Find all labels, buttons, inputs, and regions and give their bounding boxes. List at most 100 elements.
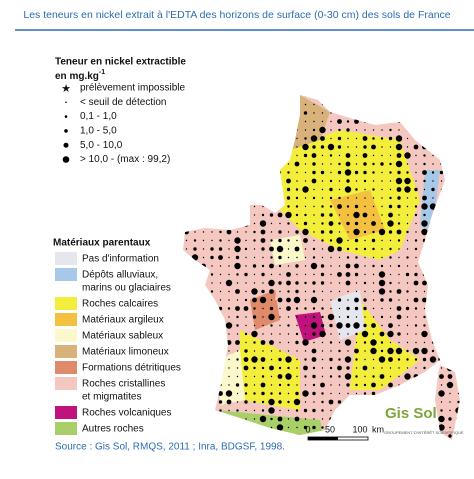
sample-dot — [330, 163, 332, 165]
sample-dot — [285, 211, 292, 219]
sample-dot — [245, 282, 247, 284]
sample-dot — [440, 401, 443, 403]
sample-dot — [432, 163, 434, 165]
sample-dot — [432, 146, 434, 148]
sample-dot — [330, 256, 332, 259]
sample-dot — [328, 399, 334, 405]
sample-dot — [456, 348, 460, 354]
sample-dot — [210, 408, 214, 413]
sample-dot — [185, 366, 188, 370]
sample-dot — [362, 416, 368, 422]
sample-dot — [346, 425, 350, 430]
materials-legend: Pas d'information Dépôts alluviaux, marins… — [55, 252, 181, 435]
sample-dot — [262, 333, 264, 335]
sample-dot — [262, 205, 264, 208]
sample-dot — [456, 230, 460, 234]
sample-dot — [194, 231, 196, 233]
sample-dot — [253, 145, 256, 149]
sample-dot — [440, 239, 443, 242]
sample-dot — [363, 230, 367, 234]
sample-dot — [211, 299, 213, 301]
sample-dot — [184, 272, 189, 277]
sample-dot — [457, 128, 460, 132]
sample-dot — [244, 383, 248, 387]
sample-dot — [242, 95, 250, 100]
sample-dot — [219, 95, 222, 97]
sample-dot — [218, 145, 223, 149]
sample-dot — [440, 307, 443, 310]
sample-dot — [449, 324, 451, 327]
sample-dot — [304, 324, 307, 327]
sample-dot — [270, 358, 273, 361]
sample-dot — [269, 306, 274, 311]
sample-dot — [380, 298, 384, 302]
sample-dot — [389, 95, 392, 98]
sample-dot — [210, 247, 214, 251]
sample-dot — [406, 222, 409, 225]
sample-dot — [193, 341, 197, 344]
sample-dot — [211, 367, 213, 369]
sample-dot — [344, 186, 352, 193]
sample-dot — [414, 187, 418, 192]
sample-dot — [218, 391, 223, 396]
sample-dot — [388, 119, 393, 124]
sample-dot — [389, 281, 392, 285]
sample-dot — [381, 146, 383, 148]
sample-dot — [227, 188, 231, 191]
sample-dot — [209, 127, 215, 133]
sample-dot — [371, 221, 376, 226]
sample-dot — [177, 197, 178, 198]
sample-dot — [236, 146, 239, 148]
sample-dot — [252, 170, 257, 175]
sample-dot — [294, 416, 300, 422]
sample-dot — [211, 341, 213, 344]
sample-dot — [355, 290, 358, 293]
sample-dot — [236, 324, 239, 327]
sample-dot — [312, 383, 316, 387]
sample-dot — [448, 281, 452, 285]
sample-dot — [355, 111, 358, 115]
sample-dot — [296, 273, 298, 276]
sample-dot — [407, 444, 408, 445]
sample-dot — [295, 103, 299, 106]
sample-dot — [312, 374, 316, 379]
sample-dot — [372, 214, 375, 216]
sample-dot — [228, 273, 230, 276]
sample-dot — [389, 128, 392, 132]
sample-dot — [363, 170, 367, 175]
sample-dot — [395, 177, 403, 185]
sample-dot — [389, 180, 392, 182]
sample-dot — [270, 231, 273, 233]
sample-dot — [372, 443, 374, 445]
sample-dot — [235, 306, 240, 311]
sample-dot — [389, 367, 392, 369]
sample-dot — [270, 417, 273, 421]
sample-dot — [363, 442, 368, 447]
sample-dot — [176, 349, 179, 352]
sample-dot — [185, 154, 188, 157]
sample-dot — [219, 341, 222, 344]
sample-dot — [269, 340, 274, 345]
sample-dot — [227, 307, 231, 310]
sample-dot — [414, 111, 418, 115]
sample-dot — [372, 256, 375, 259]
sample-dot — [397, 425, 401, 430]
sample-dot — [304, 129, 307, 131]
legend-label: et migmatites — [82, 392, 141, 403]
sample-dot — [217, 101, 224, 108]
sample-dot — [330, 409, 332, 412]
sample-dot — [388, 230, 393, 234]
sample-dot — [303, 365, 308, 371]
sample-dot — [389, 162, 392, 166]
sample-dot — [276, 143, 284, 151]
sample-dot — [406, 282, 409, 284]
sample-dot — [194, 137, 196, 140]
sample-dot — [363, 383, 367, 387]
sample-dot — [176, 247, 179, 250]
sample-dot — [219, 282, 222, 284]
sample-dot — [176, 273, 179, 276]
sample-dot — [259, 95, 267, 100]
sample-dot — [194, 316, 196, 318]
sample-dot — [336, 237, 343, 244]
sample-dot — [423, 366, 426, 370]
